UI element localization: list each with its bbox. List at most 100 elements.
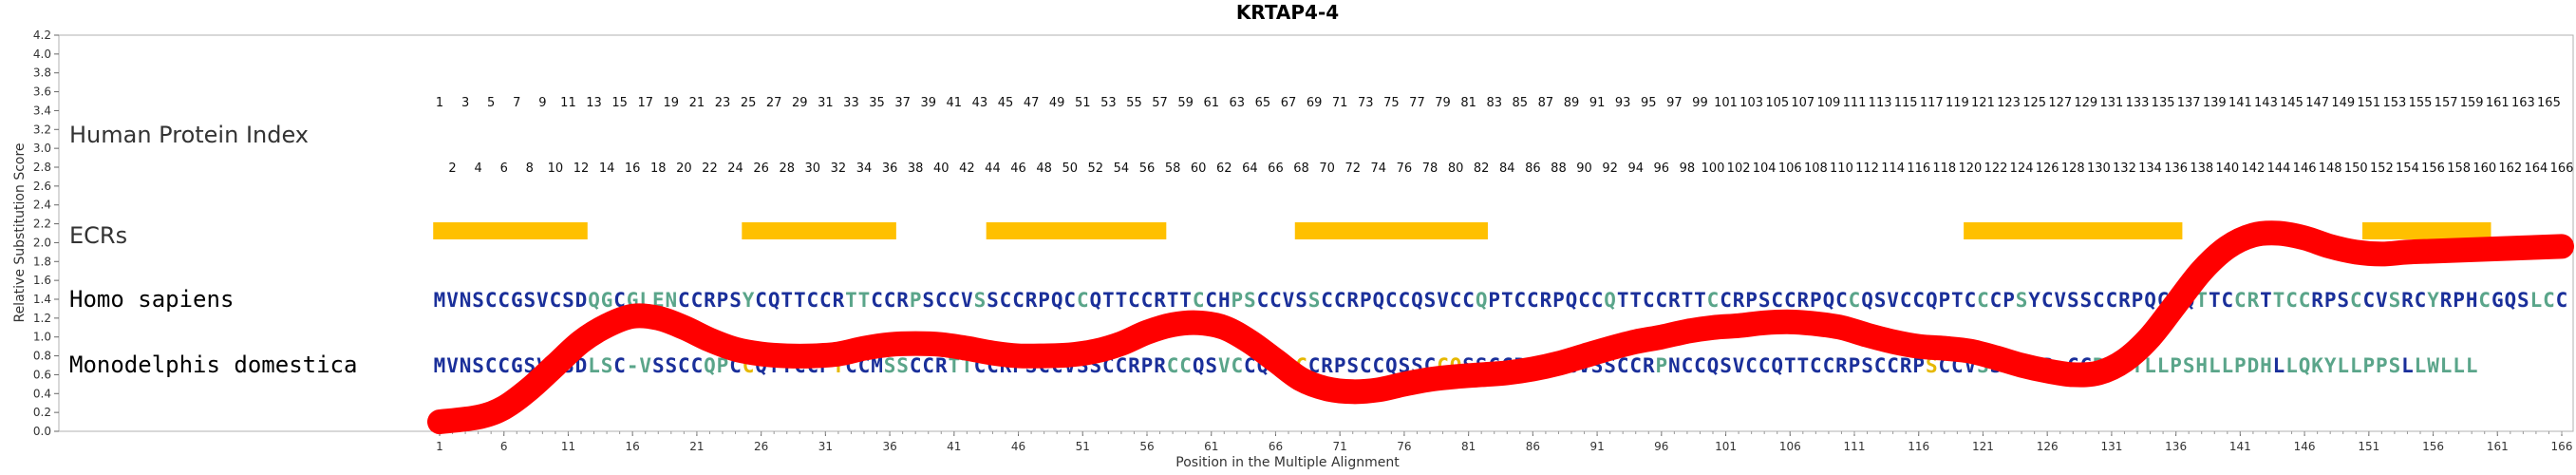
residue: L xyxy=(2157,354,2170,377)
y-tick-label: 2.0 xyxy=(33,236,51,249)
protein-index-number: 64 xyxy=(1242,162,1258,176)
protein-index-number: 61 xyxy=(1203,96,1219,110)
ecrs-label: ECRs xyxy=(69,222,127,249)
residue: R xyxy=(1733,289,1745,312)
residue: C xyxy=(1399,289,1411,312)
protein-index-number: 13 xyxy=(586,96,602,110)
residue: C xyxy=(1514,289,1526,312)
residue: C xyxy=(1810,354,1822,377)
protein-index-number: 166 xyxy=(2550,162,2574,176)
residue: H xyxy=(1218,289,1231,312)
protein-index-number: 39 xyxy=(920,96,936,110)
protein-index-number: 164 xyxy=(2524,162,2548,176)
residue: C xyxy=(2478,289,2491,312)
residue: V xyxy=(961,289,973,312)
residue: R xyxy=(1154,354,1166,377)
residue: R xyxy=(1321,354,1333,377)
protein-index-number: 38 xyxy=(908,162,924,176)
protein-index-number: 155 xyxy=(2409,96,2433,110)
protein-index-number: 34 xyxy=(856,162,873,176)
residue: P xyxy=(2362,354,2375,377)
protein-index-number: 165 xyxy=(2537,96,2561,110)
protein-index-number: 19 xyxy=(664,96,680,110)
residue: L xyxy=(588,354,600,377)
residue: R xyxy=(704,289,716,312)
protein-index-number: 24 xyxy=(727,162,743,176)
residue: R xyxy=(2118,289,2131,312)
residue: C xyxy=(1244,354,1256,377)
x-ticks: 1 6 11 16 21 26 31 36 41 46 51 56 61 66 71 76 81 86 91 96 10… xyxy=(436,431,2572,453)
protein-index-number: 27 xyxy=(766,96,782,110)
protein-index-number: 30 xyxy=(805,162,821,176)
y-tick-label: 2.8 xyxy=(33,161,51,174)
residue: T xyxy=(845,289,857,312)
residue: C xyxy=(1179,354,1192,377)
protein-index-number: 68 xyxy=(1293,162,1309,176)
protein-index-number: 17 xyxy=(637,96,653,110)
x-tick-label: 101 xyxy=(1715,440,1737,453)
residue: R xyxy=(833,289,845,312)
residue: C xyxy=(1849,289,1861,312)
residue: T xyxy=(1784,354,1796,377)
residue: K xyxy=(2311,354,2323,377)
residue: C xyxy=(1694,354,1706,377)
y-tick-label: 3.2 xyxy=(33,123,51,136)
residue: R xyxy=(1668,289,1681,312)
ecr-bars xyxy=(433,222,2491,239)
residue: P xyxy=(2132,289,2144,312)
residue: T xyxy=(794,289,806,312)
residue: Y xyxy=(743,289,755,312)
x-tick-label: 41 xyxy=(947,440,961,453)
protein-index-number: 133 xyxy=(2126,96,2150,110)
protein-index-odd-row: 1 3 5 7 9 11 13 15 17 19 21 23 25 27 29 31 33 35 37 39 41 43 4… xyxy=(436,96,2561,110)
protein-index-number: 139 xyxy=(2203,96,2227,110)
x-tick-label: 106 xyxy=(1779,440,1801,453)
residue: C xyxy=(1977,289,1989,312)
protein-index-number: 118 xyxy=(1932,162,1956,176)
residue: C xyxy=(1231,354,1243,377)
residue: Q xyxy=(1051,289,1063,312)
protein-index-number: 49 xyxy=(1049,96,1065,110)
residue: P xyxy=(1810,289,1822,312)
y-tick-label: 0.0 xyxy=(33,425,51,438)
residue: C xyxy=(1965,289,1977,312)
protein-index-number: 132 xyxy=(2113,162,2136,176)
species-label-homo-sapiens: Homo sapiens xyxy=(69,286,234,313)
residue: C xyxy=(1591,289,1604,312)
ecr-bar xyxy=(1964,222,2183,239)
residue: R xyxy=(2401,289,2414,312)
residue: Q xyxy=(1566,289,1578,312)
protein-index-number: 65 xyxy=(1255,96,1271,110)
protein-index-number: 149 xyxy=(2331,96,2355,110)
protein-index-number: 81 xyxy=(1460,96,1476,110)
residue: T xyxy=(1501,289,1514,312)
residue: V xyxy=(446,354,459,377)
protein-index-number: 147 xyxy=(2305,96,2329,110)
residue: R xyxy=(1346,289,1359,312)
residue: C xyxy=(806,289,818,312)
residue: R xyxy=(2440,289,2453,312)
x-tick-label: 61 xyxy=(1204,440,1218,453)
protein-index-number: 121 xyxy=(1971,96,1995,110)
protein-index-number: 123 xyxy=(1997,96,2021,110)
protein-index-number: 15 xyxy=(611,96,628,110)
x-tick-label: 51 xyxy=(1076,440,1090,453)
residue: P xyxy=(1938,289,1950,312)
protein-index-number: 159 xyxy=(2460,96,2484,110)
residue: P xyxy=(2453,289,2465,312)
protein-index-number: 110 xyxy=(1830,162,1853,176)
residue: L xyxy=(2440,354,2453,377)
residue: G xyxy=(601,289,613,312)
protein-index-number: 125 xyxy=(2022,96,2046,110)
residue: C xyxy=(1000,289,1012,312)
residue: C xyxy=(1462,289,1475,312)
residue: C xyxy=(2221,289,2233,312)
residue: C xyxy=(1063,289,1076,312)
residue: C xyxy=(1360,354,1372,377)
x-tick-label: 146 xyxy=(2294,440,2316,453)
residue: S xyxy=(1874,289,1887,312)
protein-index-number: 95 xyxy=(1641,96,1657,110)
residue: C xyxy=(1990,289,2003,312)
protein-index-number: 31 xyxy=(818,96,834,110)
residue: P xyxy=(1360,289,1372,312)
